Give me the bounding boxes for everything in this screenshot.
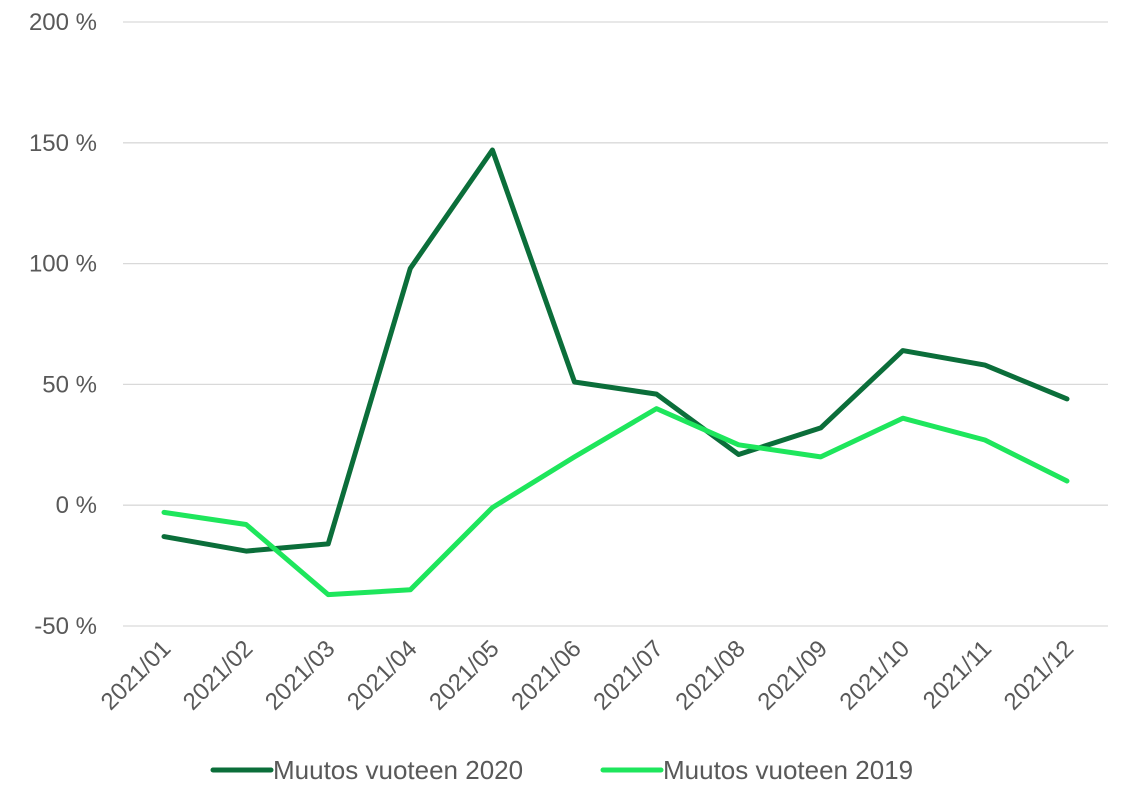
y-tick-label: 150 % [29, 130, 97, 157]
x-tick-label: 2021/09 [753, 635, 833, 715]
x-tick-label: 2021/06 [506, 635, 586, 715]
x-tick-label: 2021/07 [588, 635, 668, 715]
x-axis-ticks: 2021/01 2021/02 2021/03 2021/04 2021/05 2021/… [96, 635, 1079, 715]
y-axis-ticks: -50 % 0 % 50 % 100 % 150 % 200 % [29, 9, 97, 640]
x-tick-label: 2021/05 [424, 635, 504, 715]
x-tick-label: 2021/12 [999, 635, 1079, 715]
series-line [161, 147, 1070, 554]
legend-label: Muutos vuoteen 2019 [663, 755, 913, 785]
y-tick-label: 50 % [42, 371, 97, 398]
y-tick-label: -50 % [34, 613, 97, 640]
legend: Muutos vuoteen 2020 Muutos vuoteen 2019 [210, 755, 913, 785]
series-lines [161, 147, 1070, 598]
y-tick-label: 0 % [56, 492, 97, 519]
x-tick-label: 2021/10 [835, 635, 915, 715]
legend-label: Muutos vuoteen 2020 [273, 755, 523, 785]
x-tick-label: 2021/11 [918, 635, 997, 714]
x-tick-label: 2021/01 [96, 635, 176, 715]
y-tick-label: 100 % [29, 251, 97, 278]
x-tick-label: 2021/08 [670, 635, 750, 715]
y-tick-label: 200 % [29, 9, 97, 36]
x-tick-label: 2021/03 [260, 635, 340, 715]
x-tick-label: 2021/04 [342, 635, 422, 715]
x-tick-label: 2021/02 [178, 635, 258, 715]
series-line [161, 406, 1070, 598]
gridlines [123, 21, 1108, 627]
